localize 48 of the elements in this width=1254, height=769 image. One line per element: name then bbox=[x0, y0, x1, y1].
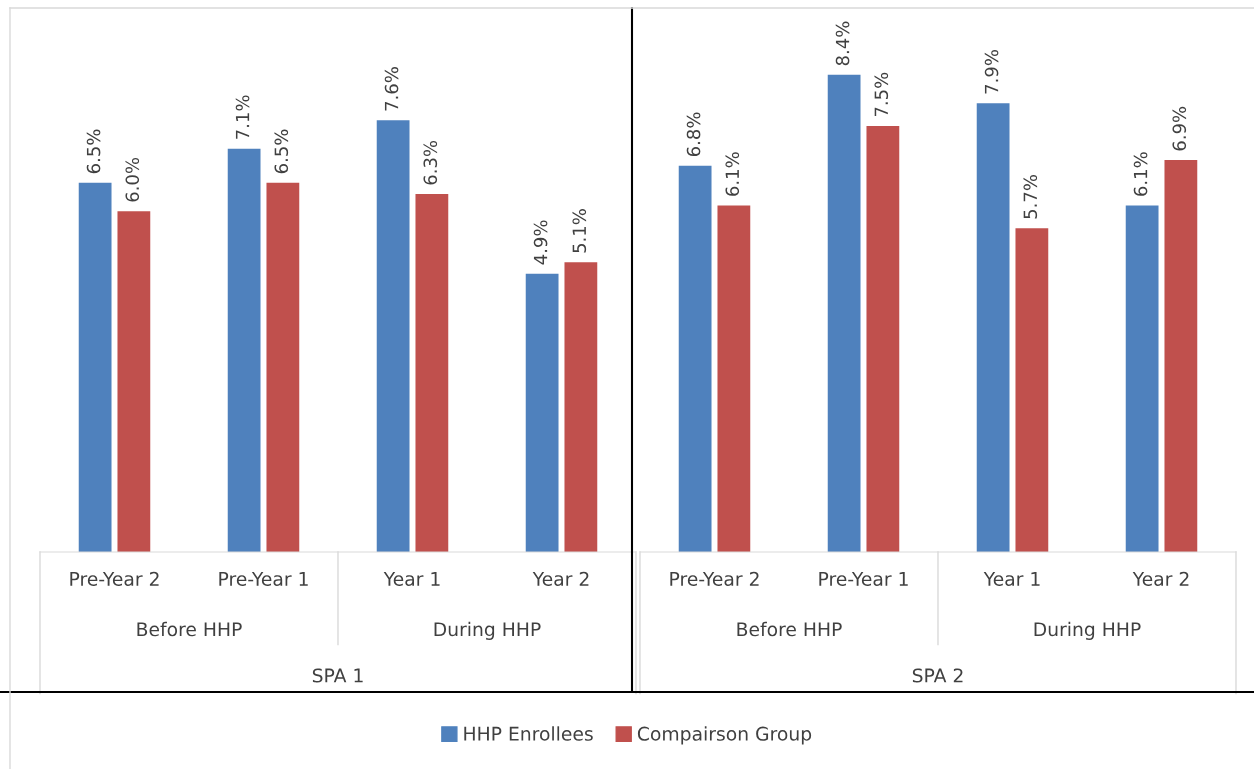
data-label: 6.5% bbox=[86, 129, 101, 174]
data-label: 6.9% bbox=[1172, 106, 1187, 151]
x-tick-label: Year 2 bbox=[1132, 571, 1189, 586]
bar bbox=[1015, 228, 1049, 552]
data-label: 5.7% bbox=[1023, 174, 1038, 219]
text: During HHP bbox=[434, 621, 541, 640]
x-tick-label: Year 1 bbox=[383, 572, 440, 586]
data-label: 6.0% bbox=[125, 157, 140, 202]
data-label: 6.1% bbox=[725, 152, 740, 196]
x-tick-label: Pre-Year 1 bbox=[819, 572, 908, 586]
bar bbox=[78, 182, 112, 552]
bar bbox=[227, 148, 261, 552]
data-label: 6.3% bbox=[423, 140, 438, 185]
data-label: 5.1% bbox=[572, 209, 587, 253]
x-axis-title: SPA 1 bbox=[312, 668, 363, 683]
bar bbox=[827, 74, 861, 552]
bar bbox=[866, 125, 900, 552]
x-tick-label: Year 2 bbox=[532, 571, 589, 586]
bar bbox=[678, 165, 712, 552]
bar bbox=[717, 205, 751, 552]
bar bbox=[564, 262, 598, 552]
x-tick-label: Pre-Year 2 bbox=[670, 571, 759, 586]
bar bbox=[117, 211, 151, 552]
text: Before HHP bbox=[137, 621, 242, 637]
data-label: 6.8% bbox=[686, 112, 701, 157]
data-label: 6.5% bbox=[274, 129, 289, 174]
data-label: 8.4% bbox=[835, 21, 850, 66]
bar bbox=[1164, 160, 1198, 552]
x-axis-title: SPA 2 bbox=[912, 668, 963, 683]
data-label: 4.9% bbox=[533, 220, 548, 265]
x-tick-label: Pre-Year 2 bbox=[70, 571, 159, 586]
data-label: 7.1% bbox=[235, 95, 250, 139]
bar bbox=[525, 273, 559, 552]
legend-label: HHP Enrollees bbox=[464, 726, 593, 741]
x-tick-label: Year 1 bbox=[983, 572, 1040, 586]
data-label: 7.9% bbox=[984, 50, 999, 94]
text: Before HHP bbox=[737, 621, 842, 637]
legend-label: Compairson Group bbox=[637, 726, 812, 745]
data-label: 6.1% bbox=[1133, 152, 1148, 196]
data-label: 7.5% bbox=[874, 72, 889, 117]
text: During HHP bbox=[1034, 621, 1141, 640]
bar bbox=[415, 194, 449, 552]
bar bbox=[1125, 205, 1159, 552]
x-tick-label: Pre-Year 1 bbox=[219, 572, 308, 586]
bar bbox=[376, 120, 410, 552]
bar bbox=[976, 103, 1010, 552]
bar bbox=[266, 182, 300, 552]
data-label: 7.6% bbox=[384, 67, 399, 111]
